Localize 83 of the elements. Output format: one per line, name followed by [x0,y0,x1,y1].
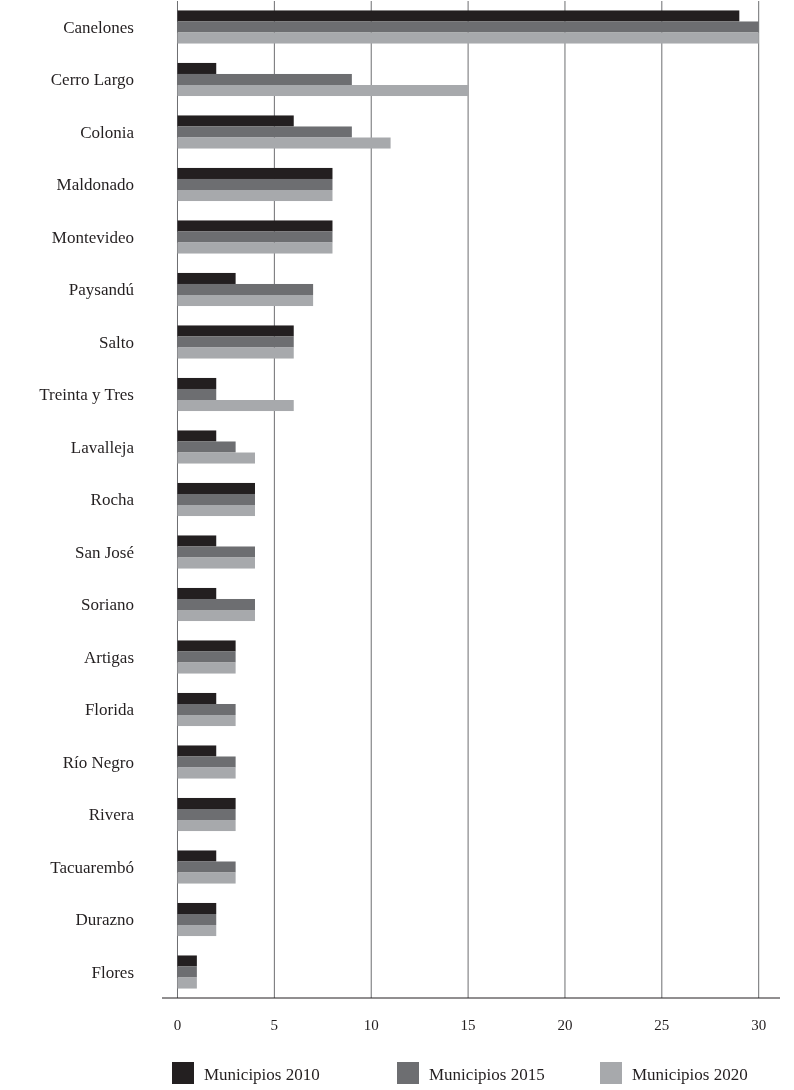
bar [177,347,294,359]
bar [177,914,217,926]
bar [177,482,255,494]
bar [177,797,236,809]
bar [177,220,333,232]
y-tick-label: Rivera [88,805,135,825]
bar [177,377,217,389]
legend-label: Municipios 2020 [632,1064,748,1084]
y-tick-label: San José [74,542,134,562]
bar [177,62,217,74]
bar [177,126,352,138]
bar [177,809,236,821]
y-tick-label: Paysandú [68,280,135,300]
bar [177,610,255,622]
y-tick-label: Rocha [90,490,135,510]
bar [177,115,294,127]
bar [177,295,314,307]
x-tick-label: 30 [751,1017,767,1033]
bar [177,861,236,873]
bar [177,925,217,937]
y-tick-label: Florida [84,700,135,720]
bar [177,955,197,967]
bar [177,493,255,506]
y-tick-label: Montevideo [51,227,134,247]
bar [177,966,197,978]
bar [177,587,217,599]
bar [177,902,217,914]
x-tick-label: 5 [270,1017,279,1033]
bar [177,505,255,517]
y-tick-label: Río Negro [62,752,134,772]
bar [177,32,759,44]
bar [177,178,333,190]
x-tick-label: 25 [654,1017,670,1033]
bar [177,977,197,989]
bar [177,703,236,716]
y-tick-label: Salto [99,332,134,352]
bar [177,850,217,862]
y-tick-label: Maldonado [56,175,134,195]
y-tick-label: Cerro Largo [50,70,134,90]
bar [177,430,217,442]
bar [177,190,333,202]
x-tick-label: 10 [363,1017,379,1033]
bar [177,137,391,149]
bar [177,557,255,569]
bar [177,325,294,337]
y-tick-label: Colonia [80,122,135,142]
bar [177,820,236,832]
bar [177,535,217,547]
bar [177,452,255,464]
y-tick-label: Canelones [63,17,134,37]
bar [177,745,217,757]
bar [177,242,333,254]
bar [177,10,740,22]
legend-label: Municipios 2010 [204,1064,320,1084]
y-tick-label: Treinta y Tres [39,385,134,405]
bar [177,651,236,663]
y-tick-label: Soriano [81,595,134,615]
bar [177,441,236,453]
bar [177,756,236,768]
y-tick-label: Artigas [83,647,134,667]
bar [177,400,294,412]
bar [177,715,236,727]
bar [177,272,236,284]
bar [177,872,236,884]
y-tick-label: Lavalleja [70,437,135,457]
x-tick-label: 15 [460,1017,476,1033]
y-tick-label: Flores [91,962,134,982]
bar [177,336,294,348]
bar [177,640,236,652]
bar [177,85,469,97]
bar [177,231,333,243]
bar [177,662,236,674]
legend-label: Municipios 2015 [429,1064,545,1084]
bar [177,546,255,558]
bar [177,692,217,704]
x-tick-label: 20 [557,1017,573,1033]
bar [177,598,255,611]
bar [177,388,217,401]
y-tick-label: Durazno [75,910,134,930]
bar [177,767,236,779]
x-tick-label: 0 [173,1017,182,1033]
y-tick-label: Tacuarembó [50,857,134,877]
bar [177,167,333,179]
